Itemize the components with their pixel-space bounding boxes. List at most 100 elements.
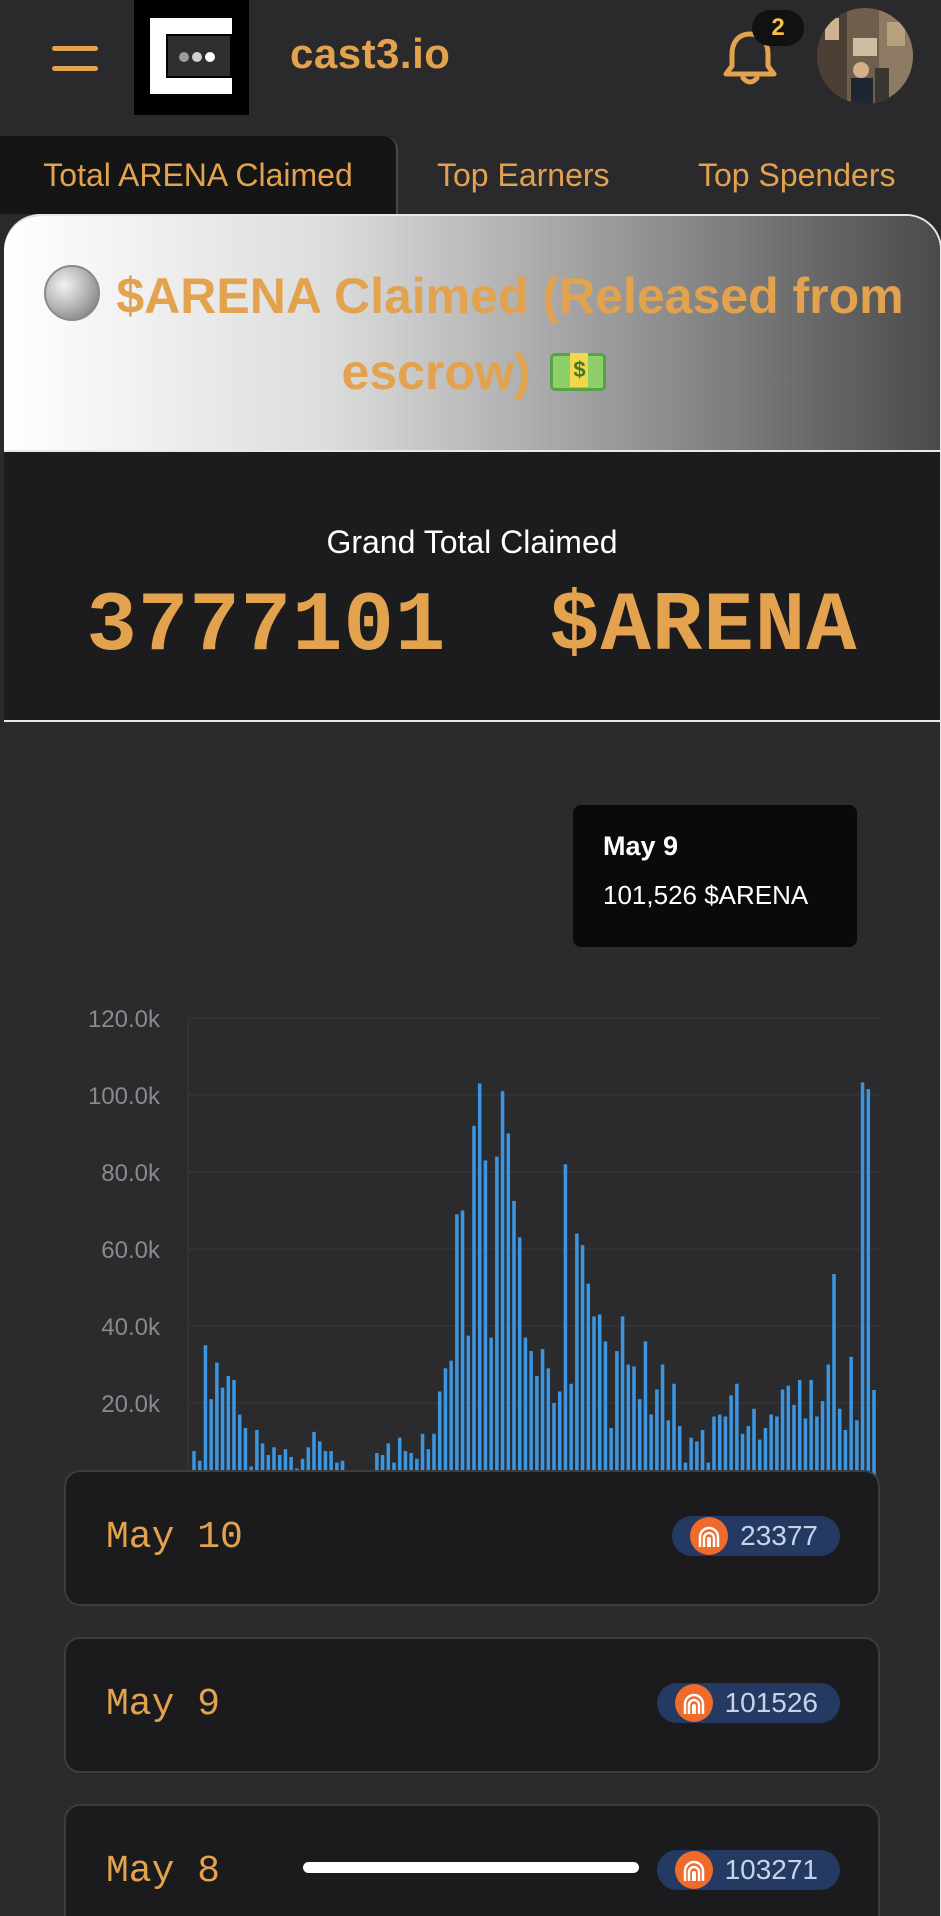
tab-top-spenders[interactable]: Top Spenders <box>698 157 896 193</box>
chart-bar <box>837 1408 842 1480</box>
amount-pill: 101526 <box>656 1683 840 1723</box>
chart-bar <box>735 1383 739 1480</box>
chart-bar <box>277 1454 282 1480</box>
chart-bar <box>375 1453 379 1480</box>
chart-bar <box>226 1376 231 1480</box>
chart-bar <box>866 1089 871 1480</box>
amount-pill: 23377 <box>672 1516 840 1556</box>
arena-token-icon <box>674 1851 713 1889</box>
list-item[interactable]: May 10 23377 <box>64 1470 880 1606</box>
grand-total-value: 3777101 $ARENA <box>86 580 858 675</box>
chart-bar <box>763 1428 768 1480</box>
chart-bar <box>849 1356 853 1480</box>
chart-bar <box>409 1453 413 1480</box>
chart-bar <box>403 1451 408 1481</box>
chart-bar <box>477 1083 482 1480</box>
chart-bar <box>672 1383 676 1480</box>
y-tick-label: 100.0k <box>88 1083 161 1110</box>
chart-bar <box>449 1360 453 1480</box>
chart-bar <box>775 1416 779 1480</box>
chart-bar <box>872 1390 876 1480</box>
chart-bar <box>237 1414 242 1480</box>
arena-token-icon <box>674 1684 713 1722</box>
user-avatar[interactable] <box>817 8 913 104</box>
chart-bar <box>655 1389 659 1480</box>
chart-bar <box>483 1160 488 1480</box>
chart-bar <box>260 1443 265 1480</box>
chart-bar <box>660 1364 665 1480</box>
chart-bar <box>820 1401 825 1480</box>
y-tick-label: 80.0k <box>101 1160 161 1187</box>
chart-bar <box>649 1414 653 1480</box>
money-bill-icon <box>550 353 607 391</box>
y-tick-label: 20.0k <box>101 1391 161 1418</box>
chart-bar <box>420 1433 425 1480</box>
chart-bar <box>455 1214 459 1480</box>
chart-bar <box>517 1237 522 1480</box>
chart-bar <box>626 1364 631 1480</box>
brand-name[interactable]: cast3.io <box>290 30 451 77</box>
chart-bar <box>580 1245 585 1480</box>
chart-bar <box>546 1368 551 1480</box>
chart-bar <box>740 1433 745 1480</box>
chart-bar <box>266 1454 271 1480</box>
stats-tabs: Total ARENA Claimed Top Earners Top Spen… <box>0 136 941 214</box>
grand-total-label: Grand Total Claimed <box>326 524 618 560</box>
chart-bar <box>860 1082 865 1480</box>
chart-bar <box>460 1210 465 1480</box>
list-item[interactable]: May 8 103271 <box>64 1804 880 1916</box>
chart-bar <box>472 1125 476 1480</box>
chart-bar <box>506 1133 511 1480</box>
notification-count-badge: 2 <box>752 10 804 46</box>
chart-bar <box>386 1443 391 1480</box>
list-item[interactable]: May 9 101526 <box>64 1637 880 1773</box>
chart-bar <box>540 1349 545 1480</box>
card-title: $ARENA Claimed (Released from escrow) <box>44 258 904 410</box>
home-indicator[interactable] <box>303 1862 639 1873</box>
chart-bar <box>443 1368 448 1480</box>
chart-bar <box>397 1437 402 1480</box>
chart-bar <box>557 1391 562 1480</box>
chart-bar <box>426 1449 431 1480</box>
chart-bar <box>666 1420 671 1480</box>
grand-total-box: Grand Total Claimed 3777101 $ARENA <box>4 450 940 722</box>
chart-bar <box>329 1451 333 1481</box>
arena-token-icon <box>690 1517 729 1555</box>
chart-bar <box>489 1337 493 1480</box>
tab-total-arena-claimed[interactable]: Total ARENA Claimed <box>0 136 398 214</box>
chart-bar <box>809 1379 813 1480</box>
chart-bar <box>700 1429 705 1480</box>
chart-bar <box>495 1156 499 1480</box>
chart-bar <box>215 1362 219 1480</box>
cast3-logo-icon[interactable] <box>134 0 249 115</box>
card-title-text: $ARENA Claimed (Released from escrow) <box>116 268 904 400</box>
hamburger-menu-icon[interactable] <box>52 44 98 74</box>
chart-bar <box>615 1351 619 1480</box>
chart-bar <box>243 1428 248 1480</box>
chart-bar <box>300 1458 305 1480</box>
list-item-date: May 9 <box>106 1683 221 1726</box>
chart-bar <box>317 1441 322 1480</box>
chart-bar <box>786 1385 791 1480</box>
chart-bar <box>643 1341 648 1480</box>
arena-claimed-card: $ARENA Claimed (Released from escrow) Gr… <box>4 214 941 1916</box>
chart-bar <box>826 1364 831 1480</box>
list-item-date: May 10 <box>106 1516 243 1559</box>
chart-bar <box>780 1389 785 1480</box>
chart-bar <box>289 1456 293 1480</box>
amount-pill: 103271 <box>656 1850 840 1890</box>
chart-bar <box>563 1164 568 1480</box>
chart-bar <box>569 1383 573 1480</box>
chart-bar <box>757 1439 762 1480</box>
chart-bar <box>695 1441 699 1480</box>
chart-bar <box>323 1451 328 1481</box>
chart-bar <box>769 1414 773 1480</box>
chart-bar <box>523 1337 528 1480</box>
amount-value: 23377 <box>740 1520 818 1551</box>
chart-bar <box>717 1414 722 1480</box>
chart-bar <box>535 1376 539 1480</box>
chart-bar <box>723 1416 728 1480</box>
tab-top-earners[interactable]: Top Earners <box>437 157 610 193</box>
chart-bar <box>575 1233 579 1480</box>
chart-bar <box>437 1391 442 1480</box>
